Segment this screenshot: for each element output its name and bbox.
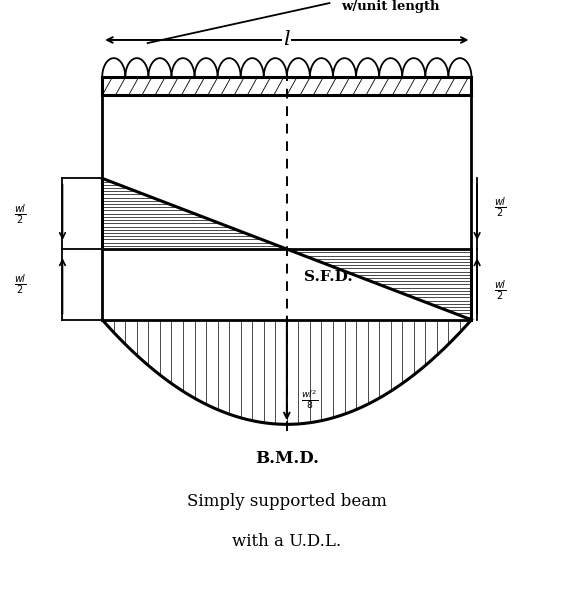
Text: l: l xyxy=(283,31,290,49)
Text: $\frac{wl}{2}$: $\frac{wl}{2}$ xyxy=(494,196,506,220)
Text: $\frac{wl}{2}$: $\frac{wl}{2}$ xyxy=(14,202,26,226)
Text: Simply supported beam: Simply supported beam xyxy=(187,493,387,510)
Text: S.F.D.: S.F.D. xyxy=(304,270,353,284)
Text: $\frac{wl}{2}$: $\frac{wl}{2}$ xyxy=(14,272,26,296)
Text: w/unit length: w/unit length xyxy=(341,0,439,13)
Text: with a U.D.L.: with a U.D.L. xyxy=(232,533,341,550)
Text: $\frac{wl^2}{8}$: $\frac{wl^2}{8}$ xyxy=(301,389,318,411)
Text: $\frac{wl}{2}$: $\frac{wl}{2}$ xyxy=(494,279,506,303)
Text: B.M.D.: B.M.D. xyxy=(255,450,319,467)
